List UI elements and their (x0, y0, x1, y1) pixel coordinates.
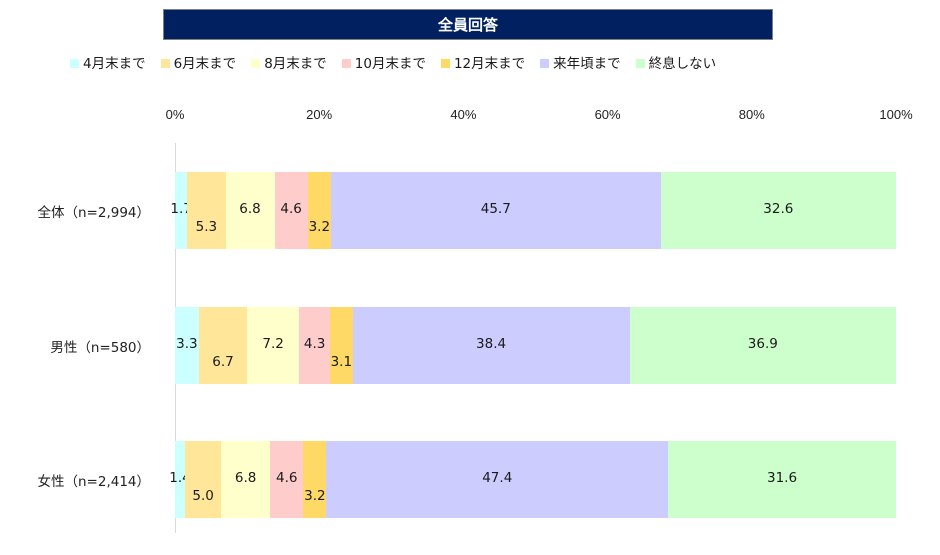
data-label: 45.7 (480, 201, 511, 217)
data-label: 6.8 (239, 201, 261, 217)
legend-label: 12月末まで (453, 56, 526, 72)
bar-segment: 7.2 (247, 307, 300, 384)
bar-segment: 3.2 (303, 441, 327, 518)
data-label: 5.0 (192, 488, 214, 504)
data-label: 3.3 (176, 336, 198, 352)
category-label: 男性（n=580） (50, 340, 150, 356)
bar-segment: 6.8 (221, 441, 271, 518)
legend-item: 終息しない (635, 52, 717, 72)
data-label: 3.2 (304, 488, 326, 504)
data-label: 1.7 (170, 201, 192, 217)
legend-item: 4月末まで (70, 52, 146, 72)
data-label: 4.6 (275, 470, 298, 486)
bar-segment: 3.1 (330, 307, 353, 384)
data-label: 3.2 (308, 219, 331, 235)
legend-item: 8月末まで (251, 52, 327, 72)
bar-segment: 45.7 (330, 172, 661, 249)
bar-segment: 5.0 (185, 441, 222, 518)
bar-segment: 5.3 (187, 172, 226, 249)
x-axis-tick-label: 80% (738, 107, 765, 122)
bar-segment: 31.6 (668, 441, 896, 518)
legend-swatch-icon (160, 59, 170, 68)
bar-segment: 6.7 (198, 307, 248, 384)
data-label: 4.6 (280, 201, 302, 217)
x-axis-tick-label: 40% (450, 107, 477, 122)
data-label: 5.3 (195, 219, 218, 235)
legend-label: 終息しない (648, 56, 717, 72)
data-label: 47.4 (482, 470, 513, 486)
legend-label: 来年頃まで (553, 56, 621, 72)
data-label: 4.3 (303, 336, 326, 352)
legend-item: 6月末まで (160, 52, 237, 72)
legend-label: 10月末まで (354, 56, 426, 72)
bar-segment: 4.3 (299, 307, 331, 384)
bar-segment: 32.6 (660, 172, 896, 249)
legend-item: 10月末まで (341, 52, 426, 72)
x-axis-tick-label: 100% (879, 107, 913, 122)
legend-label: 8月末まで (264, 56, 327, 72)
legend-swatch-icon (251, 59, 261, 68)
data-label: 3.1 (330, 354, 353, 370)
data-label: 32.6 (763, 201, 794, 217)
legend-item: 来年頃まで (540, 52, 621, 72)
x-axis-tick-label: 20% (306, 107, 333, 122)
legend: 4月末まで 6月末まで 8月末まで 10月末まで 12月末まで 来年頃まで 終息しない (70, 52, 731, 72)
stacked-bar: 1.7 5.3 6.8 4.6 3.2 45.7 32.6 (170, 172, 896, 249)
bar-segment: 4.6 (270, 441, 304, 518)
data-label: 7.2 (262, 336, 284, 352)
legend-label: 4月末まで (83, 56, 146, 72)
legend-swatch-icon (440, 59, 450, 68)
chart-title: 全員回答 (163, 9, 773, 40)
bar-segment: 36.9 (629, 307, 896, 384)
legend-label: 6月末まで (173, 56, 237, 72)
data-label: 6.8 (234, 470, 257, 486)
legend-swatch-icon (341, 59, 351, 68)
bar-segment: 4.6 (274, 172, 308, 249)
legend-swatch-icon (635, 59, 645, 68)
category-label: 全体（n=2,994） (37, 205, 150, 221)
bar-segment: 3.3 (175, 307, 199, 384)
data-label: 31.6 (767, 470, 798, 486)
stacked-bar: 3.3 6.7 7.2 4.3 3.1 38.4 36.9 (175, 307, 896, 384)
bar-segment: 1.4 (169, 441, 191, 518)
legend-swatch-icon (70, 59, 79, 68)
bar-segment: 38.4 (352, 307, 630, 384)
stacked-bar: 1.4 5.0 6.8 4.6 3.2 47.4 31.6 (169, 441, 896, 518)
bar-segment: 6.8 (225, 172, 275, 249)
bar-segment: 3.2 (307, 172, 331, 249)
bar-segment: 1.7 (170, 172, 192, 249)
x-axis-tick-label: 0% (165, 107, 185, 122)
data-label: 36.9 (747, 336, 778, 352)
legend-swatch-icon (540, 59, 550, 68)
category-label: 女性（n=2,414） (37, 474, 150, 490)
data-label: 6.7 (212, 354, 234, 370)
x-axis-tick-label: 60% (594, 107, 621, 122)
bar-segment: 47.4 (326, 441, 669, 518)
data-label: 38.4 (476, 336, 507, 352)
legend-item: 12月末まで (440, 52, 526, 72)
